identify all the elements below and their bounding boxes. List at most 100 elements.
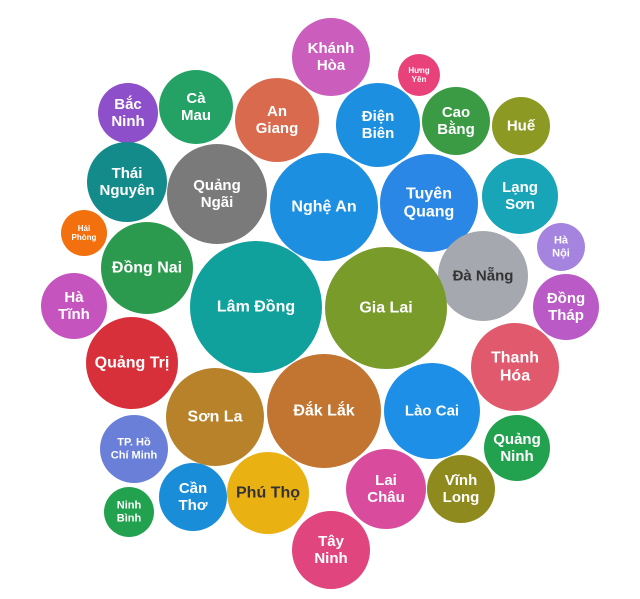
bubble-circle-vinh-long [427,455,495,523]
bubble-label-bac-ninh: Ninh [111,113,144,130]
bubble-label-quang-ninh: Quảng [493,431,541,448]
bubble-label-lam-dong: Lâm Đồng [217,299,295,316]
bubble-circle-lai-chau [346,449,426,529]
bubble-label-vinh-long: Long [443,489,480,506]
bubble-label-ca-mau: Mau [181,107,211,124]
bubble-circle-quang-ngai [167,144,267,244]
bubble-dong-nai: Đồng Nai [101,222,193,314]
bubble-label-ha-noi: Hà [554,235,569,247]
bubble-label-gia-lai: Gia Lai [359,300,412,317]
bubble-circle-tay-ninh [292,511,370,589]
bubble-circle-ninh-binh [104,487,154,537]
bubble-label-thai-nguyen: Nguyên [99,182,154,199]
bubble-label-khanh-hoa: Hòa [317,57,346,74]
bubble-label-tp-ho-chi-minh: TP. Hồ [117,437,151,449]
bubble-circle-ca-mau [159,70,233,144]
bubble-label-quang-tri: Quảng Trị [95,355,170,372]
bubble-dak-lak: Đắk Lắk [267,354,381,468]
bubble-label-thanh-hoa: Thanh [491,349,539,366]
bubble-label-ninh-binh: Ninh [117,500,142,512]
bubble-label-ha-tinh: Hà [64,289,84,306]
bubble-label-tuyen-quang: Quang [404,204,455,221]
bubble-circle-gia-lai [325,247,447,369]
bubble-label-thanh-hoa: Hóa [500,368,530,385]
bubble-quang-tri: Quảng Trị [86,317,178,409]
bubble-circle-lam-dong [190,241,322,373]
bubble-circle-ha-noi [537,223,585,271]
bubble-label-son-la: Sơn La [188,409,243,426]
bubble-circle-quang-ninh [484,415,550,481]
bubble-label-dak-lak: Đắk Lắk [293,401,354,420]
bubble-circle-tuyen-quang [380,154,478,252]
bubble-label-hue: Huế [507,118,536,135]
bubble-circle-dak-lak [267,354,381,468]
bubble-circle-quang-tri [86,317,178,409]
bubble-circle-ha-tinh [41,273,107,339]
bubble-label-vinh-long: Vĩnh [445,472,478,489]
bubble-nghe-an: Nghệ An [270,153,378,261]
bubble-circle-cao-bang [422,87,490,155]
bubble-label-dong-thap: Đồng [547,290,585,307]
bubble-da-nang: Đà Nẵng [438,231,528,321]
bubble-son-la: Sơn La [166,368,264,466]
bubble-label-lang-son: Lạng [502,179,538,196]
bubble-label-lang-son: Sơn [505,196,535,213]
bubble-circle-can-tho [159,463,227,531]
bubble-circle-hung-yen [398,54,440,96]
bubble-label-nghe-an: Nghệ An [291,199,356,216]
bubble-label-an-giang: An [267,103,287,120]
bubble-label-hai-phong: Hải [78,224,90,233]
bubble-label-cao-bang: Bằng [437,120,475,138]
bubble-label-phu-tho: Phú Thọ [236,485,300,502]
bubble-label-hung-yen: Yên [412,75,427,84]
bubble-circle-hai-phong [61,210,107,256]
bubble-circle-son-la [166,368,264,466]
bubble-lam-dong: Lâm Đồng [190,241,322,373]
bubble-label-lai-chau: Châu [367,489,405,506]
bubble-label-tp-ho-chi-minh: Chí Minh [111,449,158,461]
bubble-thanh-hoa: Thanh Hóa [471,323,559,411]
bubble-label-an-giang: Giang [256,120,299,137]
bubble-label-khanh-hoa: Khánh [308,40,355,57]
bubble-circle-an-giang [235,78,319,162]
bubble-lao-cai: Lào Cai [384,363,480,459]
bubble-label-da-nang: Đà Nẵng [453,268,514,285]
bubble-circle-hue [492,97,550,155]
bubble-circle-dong-nai [101,222,193,314]
bubble-label-dong-nai: Đồng Nai [112,260,182,277]
bubble-label-lao-cai: Lào Cai [405,403,459,420]
bubble-label-tuyen-quang: Tuyên [406,185,452,202]
bubble-label-ha-noi: Nội [552,247,570,259]
bubble-label-bac-ninh: Bắc [114,95,142,113]
bubble-label-tay-ninh: Tây [318,533,345,550]
bubble-label-quang-ngai: Quảng [193,177,241,194]
bubble-label-lai-chau: Lai [375,472,397,489]
bubble-circle-nghe-an [270,153,378,261]
bubble-circle-da-nang [438,231,528,321]
bubble-circle-thai-nguyen [87,142,167,222]
bubble-phu-tho: Phú Thọ [227,452,309,534]
bubble-circle-khanh-hoa [292,18,370,96]
bubble-label-dien-bien: Biên [362,125,395,142]
bubble-label-quang-ngai: Ngãi [201,194,234,211]
bubble-gia-lai: Gia Lai [325,247,447,369]
